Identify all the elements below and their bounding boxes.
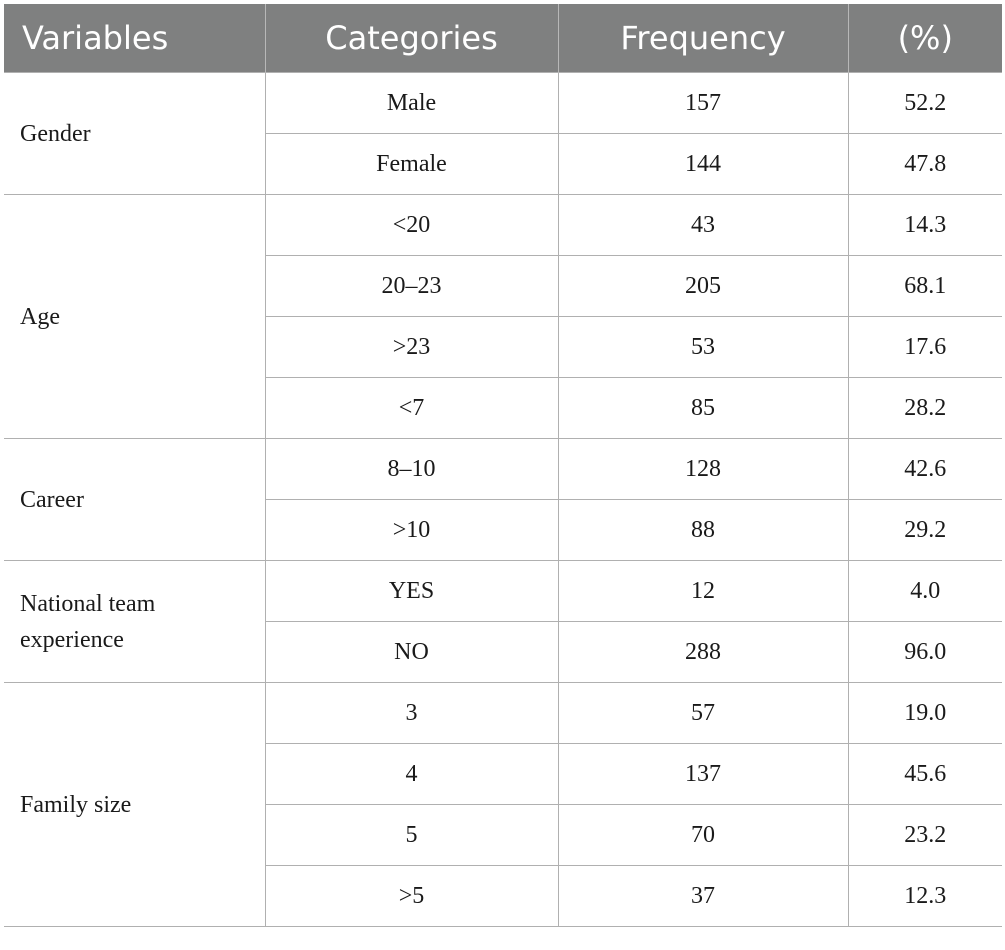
category-cell: YES bbox=[264, 560, 559, 622]
percent-cell: 45.6 bbox=[847, 743, 1002, 805]
frequency-cell: 70 bbox=[557, 804, 849, 866]
percent-cell: 19.0 bbox=[847, 682, 1002, 744]
category-cell: 20–23 bbox=[265, 255, 559, 317]
percent-cell: 68.1 bbox=[847, 255, 1002, 317]
table-row: Female 144 47.8 bbox=[4, 133, 1002, 195]
frequency-cell: 43 bbox=[557, 194, 849, 256]
category-cell: NO bbox=[265, 621, 559, 683]
category-cell: >10 bbox=[265, 499, 559, 561]
table-row: <7 85 28.2 bbox=[4, 377, 1002, 439]
frequency-cell: 137 bbox=[557, 743, 849, 805]
variable-cell-family-size: Family size bbox=[4, 682, 266, 927]
category-cell: <20 bbox=[264, 194, 559, 256]
percent-cell: 52.2 bbox=[847, 72, 1002, 134]
variable-cell-career: Career bbox=[4, 438, 266, 561]
category-cell: <7 bbox=[265, 377, 559, 439]
percent-cell: 29.2 bbox=[847, 499, 1002, 561]
frequency-cell: 85 bbox=[557, 377, 849, 439]
category-cell: Female bbox=[265, 133, 559, 195]
category-cell: 5 bbox=[265, 804, 559, 866]
demographics-table: Variables Categories Frequency (%) Gende… bbox=[4, 4, 1002, 927]
percent-cell: 14.3 bbox=[847, 194, 1002, 256]
percent-cell: 23.2 bbox=[847, 804, 1002, 866]
table-row: >5 37 12.3 bbox=[4, 865, 1002, 927]
category-cell: Male bbox=[264, 72, 559, 134]
header-frequency: Frequency bbox=[557, 4, 848, 73]
category-cell: 4 bbox=[265, 743, 559, 805]
table-header: Variables Categories Frequency (%) bbox=[4, 4, 1002, 73]
frequency-cell: 157 bbox=[557, 72, 849, 134]
percent-cell: 42.6 bbox=[847, 438, 1002, 500]
frequency-cell: 53 bbox=[557, 316, 849, 378]
table-row: >10 88 29.2 bbox=[4, 499, 1002, 561]
table-row: Gender Male 157 52.2 bbox=[4, 72, 1002, 195]
table-row: Age <20 43 14.3 bbox=[4, 194, 1002, 439]
table-row: 20–23 205 68.1 bbox=[4, 255, 1002, 317]
frequency-cell: 12 bbox=[557, 560, 849, 622]
category-cell: 8–10 bbox=[264, 438, 559, 500]
percent-cell: 28.2 bbox=[847, 377, 1002, 439]
header-row: Variables Categories Frequency (%) bbox=[4, 4, 1002, 73]
table-row: Family size 3 57 19.0 bbox=[4, 682, 1002, 927]
frequency-cell: 37 bbox=[557, 865, 849, 927]
percent-cell: 12.3 bbox=[847, 865, 1002, 927]
percent-cell: 4.0 bbox=[847, 560, 1002, 622]
frequency-cell: 88 bbox=[557, 499, 849, 561]
variable-cell-gender: Gender bbox=[4, 72, 266, 195]
header-categories: Categories bbox=[264, 4, 558, 73]
header-variables: Variables bbox=[4, 4, 265, 73]
table-body: Gender Male 157 52.2 Female 144 47.8 Age… bbox=[4, 72, 1002, 927]
table-row: 4 137 45.6 bbox=[4, 743, 1002, 805]
category-cell: >23 bbox=[265, 316, 559, 378]
frequency-cell: 205 bbox=[557, 255, 849, 317]
category-cell: >5 bbox=[265, 865, 559, 927]
table-row: National team experience YES 12 4.0 bbox=[4, 560, 1002, 683]
category-cell: 3 bbox=[264, 682, 559, 744]
frequency-cell: 57 bbox=[557, 682, 849, 744]
table-row: NO 288 96.0 bbox=[4, 621, 1002, 683]
header-percent: (%) bbox=[847, 4, 1002, 73]
percent-cell: 96.0 bbox=[847, 621, 1002, 683]
percent-cell: 47.8 bbox=[847, 133, 1002, 195]
frequency-cell: 144 bbox=[557, 133, 849, 195]
variable-cell-national-team: National team experience bbox=[4, 560, 266, 683]
variable-cell-age: Age bbox=[4, 194, 266, 439]
percent-cell: 17.6 bbox=[847, 316, 1002, 378]
table-row: Career 8–10 128 42.6 bbox=[4, 438, 1002, 561]
frequency-cell: 128 bbox=[557, 438, 849, 500]
frequency-cell: 288 bbox=[557, 621, 849, 683]
